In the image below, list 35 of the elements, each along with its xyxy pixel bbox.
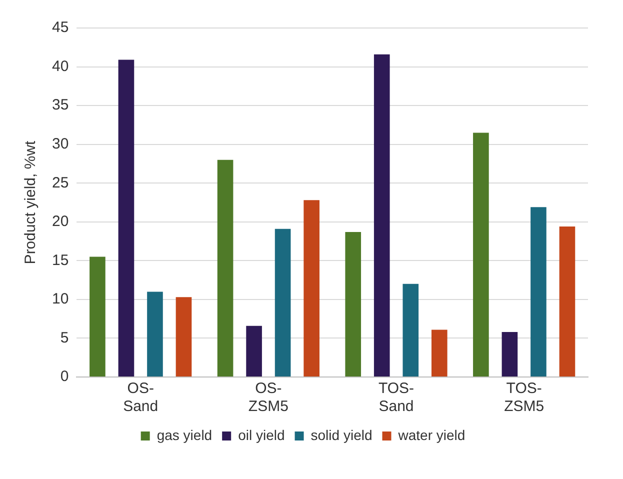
x-tick-label: TOS-Sand bbox=[378, 380, 414, 416]
bar bbox=[559, 226, 576, 376]
legend-label: water yield bbox=[397, 426, 466, 443]
bar bbox=[246, 326, 262, 376]
y-tick-label: 15 bbox=[52, 252, 69, 269]
y-tick-label: 0 bbox=[60, 368, 69, 386]
bar bbox=[374, 54, 390, 376]
bar bbox=[217, 160, 234, 376]
y-tick-label: 25 bbox=[52, 174, 69, 192]
bar bbox=[402, 284, 419, 376]
legend-label: oil yield bbox=[238, 426, 285, 443]
y-tick-label: 30 bbox=[52, 135, 69, 152]
y-tick-label: 10 bbox=[52, 290, 69, 308]
bar bbox=[345, 232, 362, 376]
bar bbox=[176, 297, 192, 376]
bar bbox=[118, 60, 134, 376]
x-tick-label: OS-ZSM5 bbox=[248, 380, 288, 416]
x-tick-label: TOS-ZSM5 bbox=[504, 380, 544, 416]
y-tick-label: 20 bbox=[52, 213, 69, 230]
bar bbox=[530, 207, 546, 376]
legend-label: solid yield bbox=[310, 426, 372, 443]
bar bbox=[147, 292, 163, 376]
bar bbox=[274, 228, 291, 376]
bar bbox=[431, 330, 448, 376]
legend-label: gas yield bbox=[156, 426, 212, 443]
bar bbox=[90, 256, 106, 376]
x-tick-label: OS-Sand bbox=[123, 380, 158, 416]
bar bbox=[473, 132, 489, 376]
bar bbox=[502, 332, 518, 376]
y-tick-label: 45 bbox=[52, 19, 69, 36]
bar bbox=[304, 200, 320, 376]
y-axis-title: Product yield, %wt bbox=[22, 140, 40, 264]
y-tick-label: 40 bbox=[52, 58, 69, 75]
y-tick-label: 5 bbox=[60, 329, 69, 346]
y-tick-label: 35 bbox=[52, 96, 69, 114]
